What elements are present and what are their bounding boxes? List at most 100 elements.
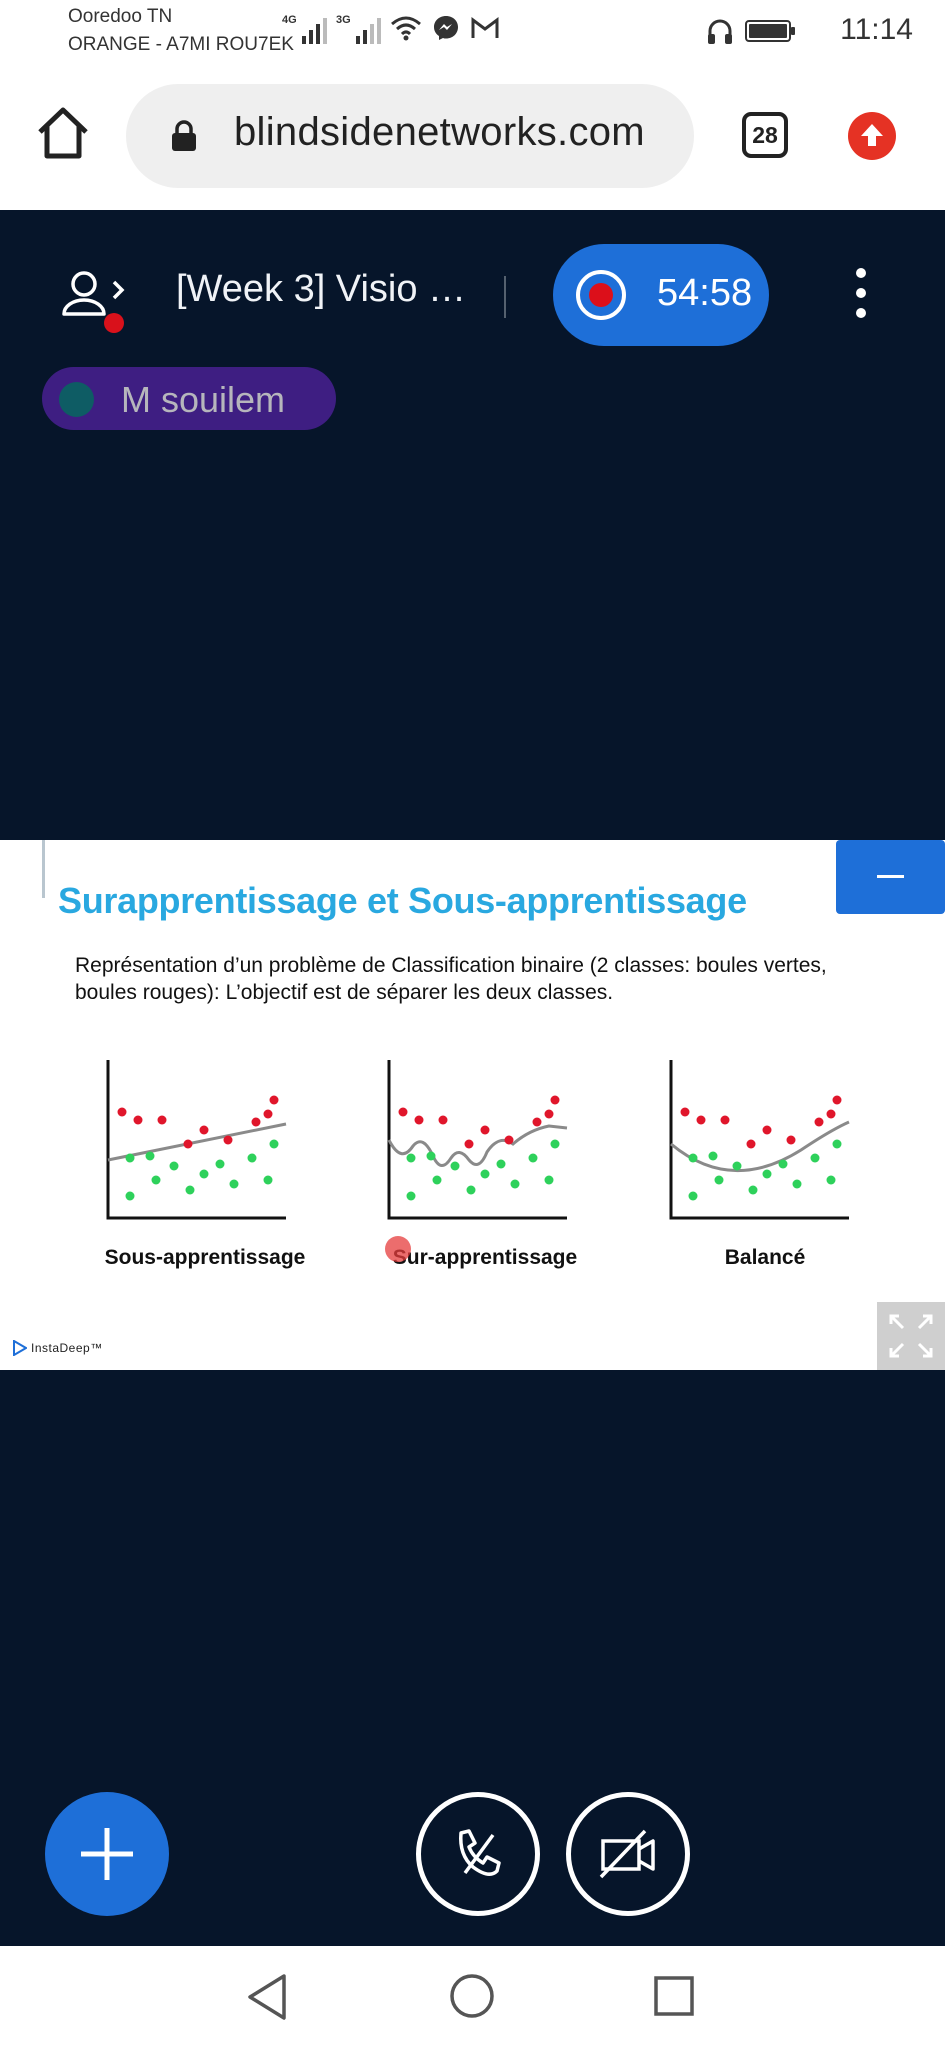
recents-icon[interactable]: [652, 1974, 696, 2018]
red-point: [223, 1135, 233, 1145]
battery-icon: [745, 20, 795, 42]
chart-label-overfit: Sur-apprentissage: [392, 1246, 578, 1269]
signal-4g-icon: 4G: [282, 14, 327, 44]
decision-boundary: [670, 1120, 850, 1173]
unread-indicator: [104, 313, 124, 333]
red-point: [680, 1107, 690, 1117]
green-point: [125, 1191, 135, 1201]
address-bar[interactable]: blindsidenetworks.com: [126, 84, 694, 188]
red-point: [504, 1135, 514, 1145]
headphones-icon: [708, 19, 732, 44]
green-point: [688, 1153, 698, 1163]
green-point: [714, 1175, 724, 1185]
red-point: [263, 1109, 273, 1119]
join-audio-button[interactable]: [416, 1792, 540, 1916]
chart-axis: [387, 1060, 567, 1220]
red-point: [814, 1117, 824, 1127]
green-point: [810, 1153, 820, 1163]
red-point: [183, 1139, 193, 1149]
red-point: [157, 1115, 167, 1125]
green-point: [145, 1151, 155, 1161]
camera-off-icon: [599, 1829, 655, 1879]
status-bar: Ooredoo TN ORANGE - A7MI ROU7EK 4G 3G 11…: [0, 0, 945, 62]
upgrade-icon[interactable]: [848, 112, 896, 160]
green-point: [792, 1179, 802, 1189]
red-point: [438, 1115, 448, 1125]
red-point: [269, 1095, 279, 1105]
options-menu-icon[interactable]: [846, 268, 876, 318]
green-point: [151, 1175, 161, 1185]
back-icon[interactable]: [244, 1972, 290, 2022]
slide-charts: [106, 1060, 850, 1220]
green-point: [496, 1159, 506, 1169]
green-point: [778, 1159, 788, 1169]
green-point: [406, 1153, 416, 1163]
phone-icon: [459, 1829, 501, 1876]
home-icon[interactable]: [32, 102, 94, 164]
red-point: [398, 1107, 408, 1117]
green-point: [466, 1185, 476, 1195]
gmail-icon: [471, 17, 499, 38]
browser-toolbar: blindsidenetworks.com 28: [0, 62, 945, 210]
meeting-title: [Week 3] Visio …: [176, 268, 467, 310]
red-point: [117, 1107, 127, 1117]
red-point: [832, 1095, 842, 1105]
green-point: [215, 1159, 225, 1169]
red-point: [532, 1117, 542, 1127]
clock: 11:14: [840, 13, 913, 46]
lock-icon: [172, 120, 196, 151]
android-nav-bar: [0, 1946, 945, 2048]
chart-label-underfit: Sous-apprentissage: [104, 1246, 306, 1269]
green-point: [480, 1169, 490, 1179]
green-point: [199, 1169, 209, 1179]
classification-chart: [669, 1060, 850, 1220]
green-point: [688, 1191, 698, 1201]
instadeep-logo: InstaDeep™: [13, 1340, 103, 1356]
classification-chart: [106, 1060, 287, 1220]
green-point: [229, 1179, 239, 1189]
divider: [504, 276, 506, 318]
green-point: [832, 1139, 842, 1149]
chart-axis: [669, 1060, 849, 1220]
minimize-presentation-button[interactable]: [836, 840, 945, 914]
recording-time: 54:58: [657, 272, 753, 314]
red-point: [464, 1139, 474, 1149]
red-point: [746, 1139, 756, 1149]
green-point: [450, 1161, 460, 1171]
slide-title: Surapprentissage et Sous-apprentissage: [58, 880, 747, 921]
tab-switcher-button[interactable]: 28: [742, 112, 788, 158]
decision-boundary: [107, 1122, 287, 1162]
green-point: [169, 1161, 179, 1171]
messenger-icon: [434, 16, 458, 40]
green-point: [762, 1169, 772, 1179]
green-point: [426, 1151, 436, 1161]
green-point: [826, 1175, 836, 1185]
talking-indicator: M souilem: [42, 367, 336, 430]
actions-plus-button[interactable]: [45, 1792, 169, 1916]
green-point: [550, 1139, 560, 1149]
url-text: blindsidenetworks.com: [234, 110, 645, 154]
status-icons: [390, 14, 500, 42]
decision-boundary: [387, 1124, 568, 1167]
fullscreen-icon[interactable]: [877, 1302, 945, 1370]
talker-name: M souilem: [121, 379, 286, 420]
chart-axis: [106, 1060, 286, 1220]
home-circle-icon[interactable]: [448, 1972, 496, 2020]
green-point: [247, 1153, 257, 1163]
recording-button[interactable]: 54:58: [553, 244, 769, 346]
red-point: [133, 1115, 143, 1125]
red-point: [720, 1115, 730, 1125]
green-point: [544, 1175, 554, 1185]
red-point: [199, 1125, 209, 1135]
signal-3g-icon: 3G: [336, 14, 381, 44]
user-list-toggle-icon[interactable]: [58, 262, 138, 342]
green-point: [732, 1161, 742, 1171]
presentation-slide: Surapprentissage et Sous-apprentissage R…: [0, 840, 945, 1370]
chart-label-balanced: Balancé: [724, 1246, 806, 1269]
red-point: [826, 1109, 836, 1119]
green-point: [263, 1175, 273, 1185]
red-point: [550, 1095, 560, 1105]
red-point: [414, 1115, 424, 1125]
carrier-name-1: Ooredoo TN: [68, 6, 173, 27]
join-video-button[interactable]: [566, 1792, 690, 1916]
